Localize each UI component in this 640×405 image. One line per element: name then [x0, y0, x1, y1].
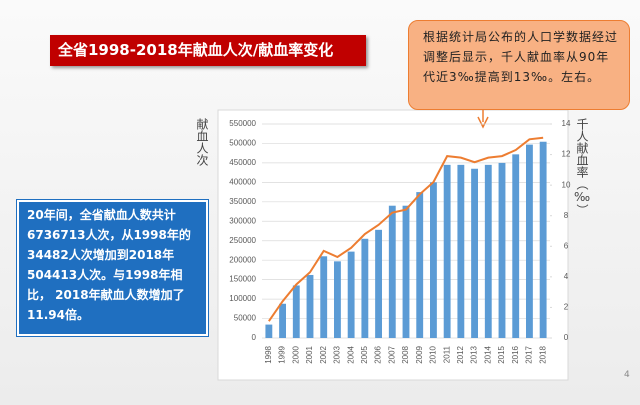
y2-tick-label: 12 [562, 150, 571, 159]
bar [430, 182, 437, 338]
x-tick-label: 1999 [278, 345, 287, 363]
x-tick-label: 2007 [387, 345, 396, 363]
x-tick-label: 2014 [483, 345, 492, 363]
bar [471, 168, 478, 338]
bar [443, 164, 451, 338]
y-tick-label: 300000 [229, 216, 256, 225]
y2-tick-label: 8 [564, 211, 569, 220]
x-tick-label: 2005 [360, 345, 369, 363]
line [268, 136, 544, 322]
x-tick-label: 2016 [511, 345, 520, 363]
y2-tick-label: 10 [562, 180, 571, 189]
arrow-head [477, 116, 489, 129]
x-tick-label: 2008 [401, 345, 410, 363]
y2-axis-label: 千人献血率（‰） [575, 118, 589, 216]
x-tick-label: 2013 [470, 345, 479, 363]
x-tick-label: 2001 [305, 345, 314, 363]
bar [306, 274, 314, 338]
y-axis-label: 献血人次 [195, 118, 209, 166]
bar [334, 261, 341, 338]
x-tick-label: 2003 [333, 345, 342, 363]
bar [279, 303, 286, 338]
x-tick-label: 2017 [525, 345, 534, 363]
bar [402, 205, 410, 338]
x-tick-label: 2015 [497, 345, 506, 363]
y-tick-label: 100000 [229, 294, 256, 303]
x-tick-label: 2018 [538, 345, 547, 363]
x-tick-label: 2004 [346, 345, 355, 363]
x-tick-label: 2002 [319, 345, 328, 363]
y-tick-label: 550000 [229, 119, 256, 128]
x-tick-label: 2006 [374, 345, 383, 363]
bar [498, 162, 506, 338]
y2-tick-label: 2 [564, 303, 569, 312]
y-tick-label: 400000 [229, 177, 256, 186]
x-tick-label: 2011 [442, 345, 451, 363]
y-tick-label: 150000 [229, 275, 256, 284]
bar [265, 324, 273, 338]
y-tick-label: 450000 [229, 158, 256, 167]
x-tick-label: 1998 [264, 345, 273, 363]
page-number: 4 [624, 370, 630, 380]
bar [457, 164, 465, 338]
y-tick-label: 0 [252, 333, 257, 342]
bar [416, 192, 424, 338]
bar [361, 238, 369, 338]
y-tick-label: 50000 [234, 314, 257, 323]
bar [347, 251, 355, 338]
bar [539, 141, 547, 338]
x-tick-label: 2010 [429, 345, 438, 363]
bar [388, 205, 396, 338]
x-tick-label: 2000 [291, 345, 300, 363]
bar [512, 154, 520, 338]
y2-tick-label: 4 [564, 272, 569, 281]
slide-title: 全省1998-2018年献血人次/献血率变化 [50, 35, 366, 66]
bar [292, 285, 300, 338]
bar [484, 164, 492, 338]
bar [526, 144, 533, 338]
y2-tick-label: 6 [564, 241, 569, 250]
y-tick-label: 500000 [229, 139, 256, 148]
x-tick-label: 2009 [415, 345, 424, 363]
bar [320, 256, 328, 338]
callout: 根据统计局公布的人口学数据经过调整后显示，千人献血率从90年代近3‰提高到13‰… [408, 20, 630, 110]
summary-box: 20年间，全省献血人数共计6736713人次，从1998年的34482人次增加到… [16, 199, 209, 337]
bar [375, 229, 382, 338]
x-tick-label: 2012 [456, 345, 465, 363]
y-tick-label: 350000 [229, 197, 256, 206]
y2-tick-label: 14 [562, 119, 571, 128]
y-tick-label: 200000 [229, 255, 256, 264]
y2-tick-label: 0 [564, 333, 569, 342]
y-tick-label: 250000 [229, 236, 256, 245]
